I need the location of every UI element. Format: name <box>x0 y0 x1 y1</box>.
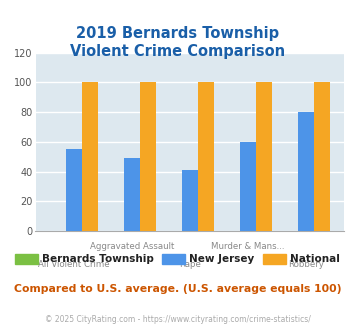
Bar <box>66 149 82 231</box>
Text: © 2025 CityRating.com - https://www.cityrating.com/crime-statistics/: © 2025 CityRating.com - https://www.city… <box>45 315 310 324</box>
Text: All Violent Crime: All Violent Crime <box>38 259 110 269</box>
Text: Murder & Mans...: Murder & Mans... <box>211 242 285 251</box>
Bar <box>198 82 214 231</box>
Text: Robbery: Robbery <box>288 259 324 269</box>
Text: Aggravated Assault: Aggravated Assault <box>90 242 174 251</box>
Bar <box>124 158 140 231</box>
Bar <box>256 82 272 231</box>
Bar <box>240 142 256 231</box>
Bar <box>82 82 98 231</box>
Bar <box>298 112 314 231</box>
Bar <box>140 82 156 231</box>
Text: 2019 Bernards Township
Violent Crime Comparison: 2019 Bernards Township Violent Crime Com… <box>70 26 285 59</box>
Text: Compared to U.S. average. (U.S. average equals 100): Compared to U.S. average. (U.S. average … <box>14 284 341 294</box>
Bar <box>314 82 330 231</box>
Legend: Bernards Township, New Jersey, National: Bernards Township, New Jersey, National <box>11 249 344 268</box>
Bar <box>182 170 198 231</box>
Text: Rape: Rape <box>179 259 201 269</box>
